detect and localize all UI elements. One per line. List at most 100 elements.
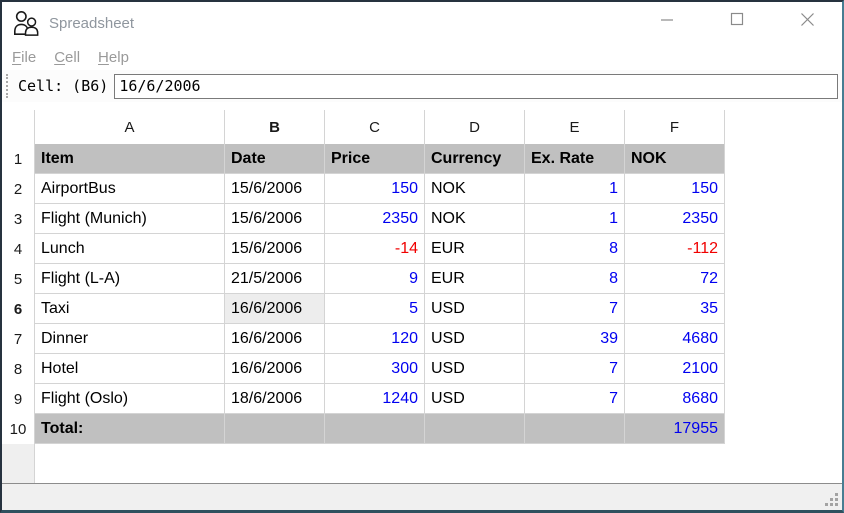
row-header-8[interactable]: 8 (2, 354, 35, 384)
cell-E9[interactable]: 7 (525, 384, 625, 414)
cell-D2[interactable]: NOK (425, 174, 525, 204)
cell-D3[interactable]: NOK (425, 204, 525, 234)
row-filler (725, 234, 842, 264)
row-filler (725, 264, 842, 294)
col-header-C[interactable]: C (325, 110, 425, 144)
cell-E2[interactable]: 1 (525, 174, 625, 204)
col-header-A[interactable]: A (35, 110, 225, 144)
menu-cell-mnemonic: C (54, 48, 66, 66)
cell-C8[interactable]: 300 (325, 354, 425, 384)
cell-F5[interactable]: 72 (625, 264, 725, 294)
bottom-filler (525, 444, 625, 483)
cell-D6[interactable]: USD (425, 294, 525, 324)
cell-D8[interactable]: USD (425, 354, 525, 384)
minimize-button[interactable] (644, 2, 690, 36)
corner-header[interactable] (2, 110, 35, 144)
cell-A10[interactable]: Total: (35, 414, 225, 444)
cell-D1[interactable]: Currency (425, 144, 525, 174)
cell-F2[interactable]: 150 (625, 174, 725, 204)
cell-B3[interactable]: 15/6/2006 (225, 204, 325, 234)
window-title: Spreadsheet (49, 14, 135, 32)
cell-D4[interactable]: EUR (425, 234, 525, 264)
cell-B5[interactable]: 21/5/2006 (225, 264, 325, 294)
menu-file-rest: ile (21, 48, 37, 66)
cell-E10[interactable] (525, 414, 625, 444)
menu-item-file[interactable]: File (12, 49, 36, 66)
cell-D7[interactable]: USD (425, 324, 525, 354)
menu-bar: File Cell Help (2, 44, 842, 70)
cell-E1[interactable]: Ex. Rate (525, 144, 625, 174)
row-header-3[interactable]: 3 (2, 204, 35, 234)
row-header-10[interactable]: 10 (2, 414, 35, 444)
cell-A4[interactable]: Lunch (35, 234, 225, 264)
row-header-6[interactable]: 6 (2, 294, 35, 324)
cell-C10[interactable] (325, 414, 425, 444)
cell-A1[interactable]: Item (35, 144, 225, 174)
cell-F7[interactable]: 4680 (625, 324, 725, 354)
cell-F6[interactable]: 35 (625, 294, 725, 324)
header-filler (725, 110, 842, 144)
col-header-E[interactable]: E (525, 110, 625, 144)
cell-A2[interactable]: AirportBus (35, 174, 225, 204)
row-filler (725, 204, 842, 234)
menu-item-help[interactable]: Help (98, 49, 129, 66)
cell-A8[interactable]: Hotel (35, 354, 225, 384)
cell-F3[interactable]: 2350 (625, 204, 725, 234)
cell-E4[interactable]: 8 (525, 234, 625, 264)
cell-A6[interactable]: Taxi (35, 294, 225, 324)
bottom-filler (725, 444, 842, 483)
row-header-5[interactable]: 5 (2, 264, 35, 294)
cell-F9[interactable]: 8680 (625, 384, 725, 414)
close-button[interactable] (784, 2, 830, 36)
status-bar (2, 483, 842, 510)
cell-C6[interactable]: 5 (325, 294, 425, 324)
cell-F1[interactable]: NOK (625, 144, 725, 174)
cell-B7[interactable]: 16/6/2006 (225, 324, 325, 354)
cell-E7[interactable]: 39 (525, 324, 625, 354)
row-header-1[interactable]: 1 (2, 144, 35, 174)
cell-B6[interactable]: 16/6/2006 (225, 294, 325, 324)
col-header-B[interactable]: B (225, 110, 325, 144)
cell-value-input[interactable] (114, 73, 838, 99)
cell-E6[interactable]: 7 (525, 294, 625, 324)
cell-B8[interactable]: 16/6/2006 (225, 354, 325, 384)
cell-C3[interactable]: 2350 (325, 204, 425, 234)
maximize-button[interactable] (714, 2, 760, 36)
maximize-icon (730, 12, 744, 26)
cell-B9[interactable]: 18/6/2006 (225, 384, 325, 414)
cell-B2[interactable]: 15/6/2006 (225, 174, 325, 204)
menu-item-cell[interactable]: Cell (54, 49, 80, 66)
cell-C4[interactable]: -14 (325, 234, 425, 264)
cell-D5[interactable]: EUR (425, 264, 525, 294)
bottom-filler (325, 444, 425, 483)
cell-C5[interactable]: 9 (325, 264, 425, 294)
cell-B1[interactable]: Date (225, 144, 325, 174)
cell-B4[interactable]: 15/6/2006 (225, 234, 325, 264)
cell-E3[interactable]: 1 (525, 204, 625, 234)
menu-help-rest: elp (108, 48, 129, 66)
cell-F4[interactable]: -112 (625, 234, 725, 264)
cell-D9[interactable]: USD (425, 384, 525, 414)
cell-F10[interactable]: 17955 (625, 414, 725, 444)
cell-C7[interactable]: 120 (325, 324, 425, 354)
cell-A7[interactable]: Dinner (35, 324, 225, 354)
resize-grip[interactable] (825, 493, 838, 506)
cell-A3[interactable]: Flight (Munich) (35, 204, 225, 234)
cell-C1[interactable]: Price (325, 144, 425, 174)
cell-A5[interactable]: Flight (L-A) (35, 264, 225, 294)
cell-B10[interactable] (225, 414, 325, 444)
row-header-9[interactable]: 9 (2, 384, 35, 414)
cell-F8[interactable]: 2100 (625, 354, 725, 384)
toolbar-grip-handle[interactable] (6, 74, 10, 98)
cell-A9[interactable]: Flight (Oslo) (35, 384, 225, 414)
row-header-2[interactable]: 2 (2, 174, 35, 204)
cell-D10[interactable] (425, 414, 525, 444)
cell-C9[interactable]: 1240 (325, 384, 425, 414)
cell-E5[interactable]: 8 (525, 264, 625, 294)
col-header-F[interactable]: F (625, 110, 725, 144)
cell-E8[interactable]: 7 (525, 354, 625, 384)
row-header-4[interactable]: 4 (2, 234, 35, 264)
cell-C2[interactable]: 150 (325, 174, 425, 204)
col-header-D[interactable]: D (425, 110, 525, 144)
row-header-7[interactable]: 7 (2, 324, 35, 354)
